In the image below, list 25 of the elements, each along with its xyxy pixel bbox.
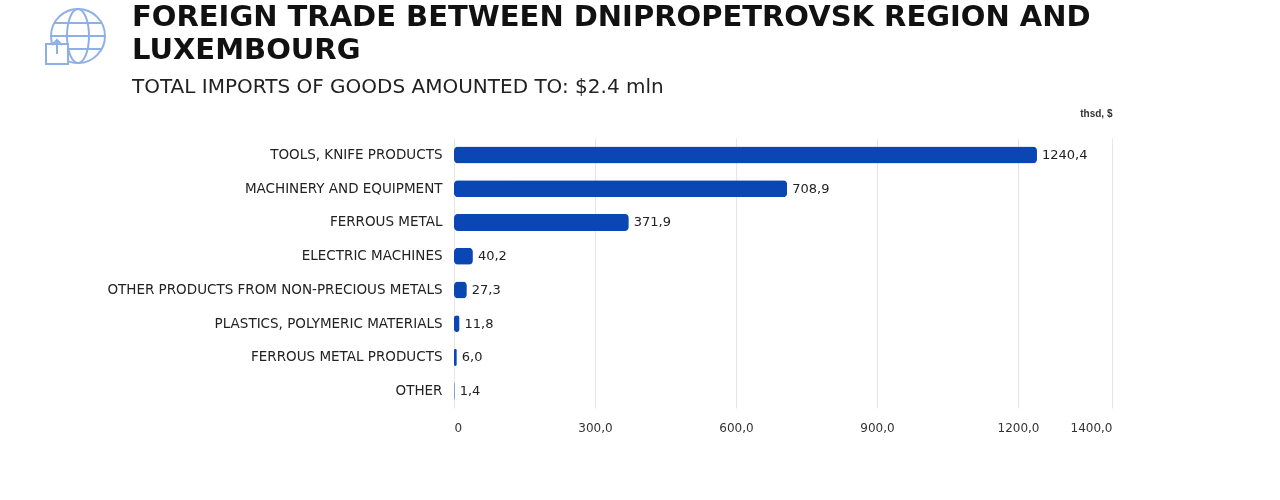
chart-subtitle: TOTAL IMPORTS OF GOODS AMOUNTED TO: $2.4 mln [132,74,665,98]
data-label: 27,3 [471,281,501,297]
y-tick-label: MACHINERY AND EQUIPMENT [244,179,444,196]
y-tick-label: OTHER [395,382,443,399]
x-tick-label: 900,0 [860,420,895,435]
y-tick-label: PLASTICS, POLYMERIC MATERIALS [214,314,443,331]
data-label: 1,4 [459,383,481,399]
y-tick-label: ELECTRIC MACHINES [301,247,443,264]
data-label: 371,9 [633,214,672,230]
x-tick-label: 300,0 [578,420,613,435]
data-label: 40,2 [477,248,507,264]
x-tick-label: 600,0 [719,420,754,435]
y-tick-label: FERROUS METAL [329,213,443,230]
chart-title: FOREIGN TRADE BETWEEN DNIPROPETROVSK REGION AND LUXEMBOURG [132,0,1092,66]
data-label: 708,9 [792,180,830,196]
data-label: 11,8 [464,315,494,331]
x-axis-title: thsd, $ [1080,107,1113,119]
x-tick-label: 1400,0 [1070,420,1113,435]
x-tick-label: 0 [454,420,463,435]
y-tick-label: OTHER PRODUCTS FROM NON-PRECIOUS METALS [107,280,443,297]
data-label: 1240,4 [1041,146,1088,162]
y-tick-label: FERROUS METAL PRODUCTS [250,348,443,365]
y-tick-label: TOOLS, KNIFE PRODUCTS [269,145,443,162]
data-label: 6,0 [461,349,483,365]
x-tick-label: 1200,0 [997,420,1040,435]
